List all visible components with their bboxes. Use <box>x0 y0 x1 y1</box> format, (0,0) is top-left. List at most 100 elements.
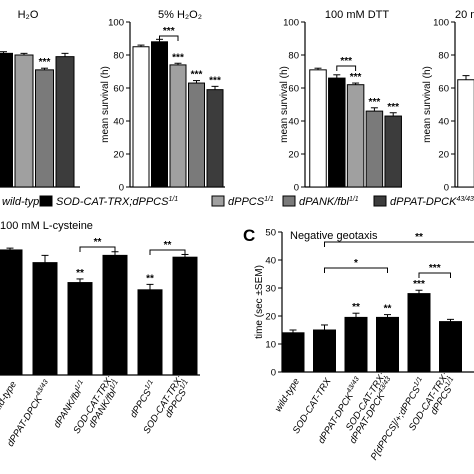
bar <box>407 293 431 373</box>
bracket <box>418 272 451 278</box>
legend-label-text: dPANK/fbl <box>299 196 349 208</box>
legend-label: dPPAT-DPCK43/43 <box>390 196 474 208</box>
error-bar <box>6 247 14 250</box>
bar <box>0 52 13 188</box>
legend-label: wild-type <box>2 196 45 208</box>
error-bar <box>0 51 7 54</box>
legend-label: dPPCS1/1 <box>228 196 274 208</box>
significance: *** <box>350 72 362 83</box>
bracket-label: ** <box>164 240 172 251</box>
bracket <box>79 246 116 252</box>
x-tick-label-line-sup: 43/43 <box>35 379 50 398</box>
legend-swatch <box>211 195 225 207</box>
bar <box>172 256 198 376</box>
bar <box>55 56 75 188</box>
error-bar <box>314 67 322 70</box>
bar <box>32 262 58 376</box>
y-tick-label: 40 <box>288 117 299 128</box>
error-bar <box>370 107 378 112</box>
bar <box>313 329 336 373</box>
significance: ** <box>352 302 360 313</box>
significance: *** <box>413 279 425 290</box>
error-bar <box>20 52 28 55</box>
chart-title: 5% H₂O₂ <box>158 9 202 21</box>
error-bar <box>146 283 154 290</box>
bracket <box>324 241 474 247</box>
legend-label-text: dPPAT-DPCK <box>390 196 457 208</box>
bar <box>0 249 23 376</box>
y-axis-label: mean survival (h) <box>100 66 111 143</box>
significance: *** <box>209 75 221 86</box>
error-bar <box>193 80 200 84</box>
error-bar <box>415 289 423 294</box>
y-tick-label: 20 <box>438 150 449 161</box>
error-bar <box>389 112 397 117</box>
y-tick-label: 100 <box>283 18 299 29</box>
error-bar <box>61 52 69 57</box>
bar <box>35 69 54 188</box>
y-tick-label: 0 <box>271 368 276 379</box>
x-tick-label-line-sup: 1/1 <box>444 376 455 388</box>
chart-title: 100 mM DTT <box>325 9 389 21</box>
bar <box>384 115 402 188</box>
bracket-label: ** <box>94 237 102 248</box>
chart-title: Negative geotaxis <box>290 230 378 242</box>
chart-title: 100 mM L-cysteine <box>0 220 93 232</box>
y-tick-label: 60 <box>288 84 299 95</box>
error-bar <box>41 254 49 263</box>
bracket <box>336 65 357 71</box>
x-tick-label-line: wild-type <box>273 376 302 414</box>
bracket-label: *** <box>429 263 441 274</box>
y-tick-label: 100 <box>108 18 124 29</box>
y-tick-label: 20 <box>113 150 124 161</box>
bar <box>281 332 305 373</box>
error-bar <box>289 329 297 333</box>
bar <box>102 254 128 376</box>
y-tick-label: 80 <box>438 51 449 62</box>
bar <box>137 289 163 376</box>
y-tick-label: 100 <box>433 18 449 29</box>
y-tick-label: 20 <box>265 312 276 323</box>
bar <box>439 321 462 373</box>
bar <box>328 77 346 188</box>
y-tick-label: 50 <box>265 228 276 239</box>
y-tick-label: 30 <box>265 284 276 295</box>
panel-label: C <box>243 226 255 245</box>
bar <box>206 89 224 188</box>
error-bar <box>111 251 119 256</box>
x-tick-label-line-sup: 1/1 <box>179 379 190 391</box>
significance: *** <box>172 52 184 63</box>
error-bar <box>137 44 145 47</box>
y-axis-label: time (sec ±SEM) <box>254 265 265 339</box>
x-tick-label-line-sup: 1/1 <box>74 379 85 391</box>
x-tick-label-line-text: dPPAT-DPCK <box>5 394 45 449</box>
significance: *** <box>39 57 51 68</box>
x-tick-label-line-text: wild-type <box>273 376 302 414</box>
bracket-label: *** <box>340 56 352 67</box>
y-tick-label: 40 <box>113 117 124 128</box>
error-bar <box>211 85 219 90</box>
chart-title: 20 m <box>455 9 474 21</box>
error-bar <box>41 67 48 70</box>
error-bar <box>384 314 391 318</box>
error-bar <box>462 75 470 80</box>
legend-label: SOD-CAT-TRX;dPPCS1/1 <box>56 196 178 208</box>
legend-label: dPANK/fbl1/1 <box>299 196 359 208</box>
legend-label-sup: 1/1 <box>264 196 274 203</box>
significance: ** <box>384 304 392 315</box>
error-bar <box>174 62 182 65</box>
error-bar <box>352 82 360 85</box>
bracket-label: *** <box>163 26 175 37</box>
error-bar <box>447 318 454 322</box>
y-tick-label: 20 <box>288 150 299 161</box>
legend-label-sup: 1/1 <box>349 196 359 203</box>
x-tick-label: wild-type <box>0 379 19 417</box>
legend-swatch <box>282 195 296 207</box>
error-bar <box>321 324 328 330</box>
legend-label-text: dPPCS <box>228 196 265 208</box>
error-bar <box>333 74 341 79</box>
bar <box>132 46 150 188</box>
bracket <box>159 35 179 41</box>
bar <box>376 316 399 373</box>
